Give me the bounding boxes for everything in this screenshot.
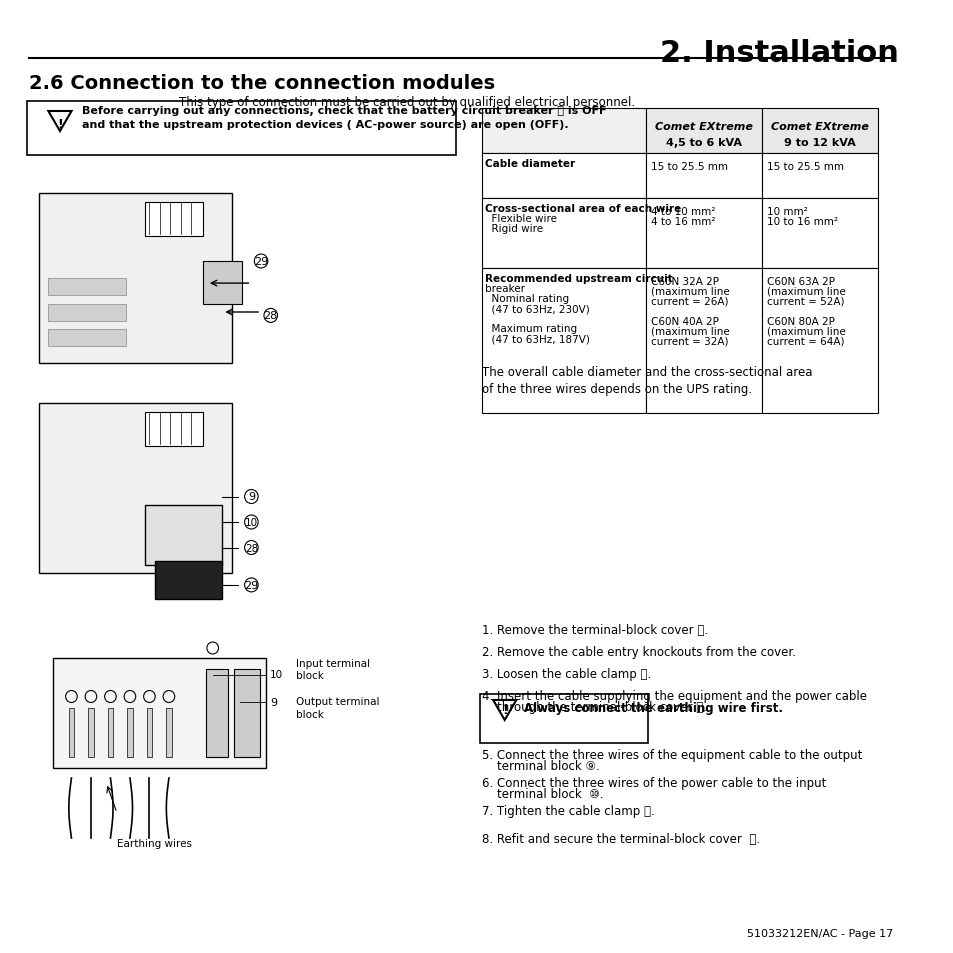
Bar xyxy=(49,330,126,347)
Text: 2. Remove the cable entry knockouts from the cover.: 2. Remove the cable entry knockouts from… xyxy=(481,645,795,659)
Text: Before carrying out any connections, check that the battery circuit breaker ⓳ is: Before carrying out any connections, che… xyxy=(82,106,606,130)
Text: 7. Tighten the cable clamp ⑭.: 7. Tighten the cable clamp ⑭. xyxy=(481,804,654,817)
Bar xyxy=(481,269,645,414)
Text: 4 to 16 mm²: 4 to 16 mm² xyxy=(650,216,715,227)
Bar xyxy=(233,669,259,758)
Text: Earthing wires: Earthing wires xyxy=(117,838,192,848)
Bar xyxy=(481,153,645,199)
Bar xyxy=(39,193,232,364)
Text: 29: 29 xyxy=(253,256,268,267)
Text: 1. Remove the terminal-block cover ⑬.: 1. Remove the terminal-block cover ⑬. xyxy=(481,623,707,637)
Text: 6. Connect the three wires of the power cable to the input: 6. Connect the three wires of the power … xyxy=(481,776,825,789)
Bar xyxy=(645,269,761,414)
Bar xyxy=(645,109,761,153)
Bar xyxy=(645,153,761,199)
Text: 9: 9 xyxy=(270,698,277,707)
Text: 29: 29 xyxy=(244,580,258,590)
Bar xyxy=(481,109,645,153)
Text: 10: 10 xyxy=(270,670,283,679)
Text: 4,5 to 6 kVA: 4,5 to 6 kVA xyxy=(665,137,741,148)
Text: terminal block ⑨.: terminal block ⑨. xyxy=(481,760,598,772)
Text: Rigid wire: Rigid wire xyxy=(485,224,543,233)
Text: !: ! xyxy=(57,117,63,131)
Text: Cable diameter: Cable diameter xyxy=(485,159,575,169)
Text: Nominal rating: Nominal rating xyxy=(485,294,569,304)
Bar xyxy=(761,109,877,153)
Bar xyxy=(147,708,152,758)
Text: C60N 32A 2P: C60N 32A 2P xyxy=(650,276,718,287)
Text: current = 26A): current = 26A) xyxy=(650,296,727,307)
Text: Input terminal
block: Input terminal block xyxy=(296,659,370,680)
Text: 4 to 10 mm²: 4 to 10 mm² xyxy=(650,207,715,216)
Text: 2. Installation: 2. Installation xyxy=(659,39,899,68)
Text: 10 mm²: 10 mm² xyxy=(766,207,806,216)
Text: 10 to 16 mm²: 10 to 16 mm² xyxy=(766,216,837,227)
Text: 9 to 12 kVA: 9 to 12 kVA xyxy=(783,137,855,148)
Text: Comet EXtreme: Comet EXtreme xyxy=(770,122,868,132)
FancyBboxPatch shape xyxy=(479,695,647,743)
Bar xyxy=(39,403,232,574)
Text: current = 32A): current = 32A) xyxy=(650,336,727,347)
Text: 10: 10 xyxy=(245,517,257,527)
Text: 3. Loosen the cable clamp ⑭.: 3. Loosen the cable clamp ⑭. xyxy=(481,667,650,680)
FancyBboxPatch shape xyxy=(27,102,456,156)
Text: This type of connection must be carried out by qualified electrical personnel.: This type of connection must be carried … xyxy=(178,96,635,109)
Text: 2.6 Connection to the connection modules: 2.6 Connection to the connection modules xyxy=(29,74,495,92)
Bar xyxy=(88,708,93,758)
Text: 8. Refit and secure the terminal-block cover  ⑬.: 8. Refit and secure the terminal-block c… xyxy=(481,832,759,845)
Text: C60N 40A 2P: C60N 40A 2P xyxy=(650,316,718,327)
Text: (maximum line: (maximum line xyxy=(650,287,729,296)
Text: 9: 9 xyxy=(248,492,254,502)
Bar xyxy=(53,659,266,768)
Text: 28: 28 xyxy=(245,543,257,553)
Bar xyxy=(481,199,645,269)
Text: (maximum line: (maximum line xyxy=(766,327,844,336)
Bar xyxy=(761,269,877,414)
Text: 4. Insert the cable supplying the equipment and the power cable: 4. Insert the cable supplying the equipm… xyxy=(481,689,865,702)
Text: 15 to 25.5 mm: 15 to 25.5 mm xyxy=(766,162,842,172)
Text: C60N 80A 2P: C60N 80A 2P xyxy=(766,316,834,327)
Bar xyxy=(49,304,126,321)
Text: through the terminal-block cover ⑬.: through the terminal-block cover ⑬. xyxy=(481,700,706,713)
Bar xyxy=(69,708,74,758)
Text: 51033212EN/AC - Page 17: 51033212EN/AC - Page 17 xyxy=(746,928,892,938)
Text: (maximum line: (maximum line xyxy=(766,287,844,296)
Text: Cross-sectional area of each wire: Cross-sectional area of each wire xyxy=(485,204,680,213)
Text: The overall cable diameter and the cross-sectional area
of the three wires depen: The overall cable diameter and the cross… xyxy=(481,366,811,395)
Bar xyxy=(645,199,761,269)
Bar xyxy=(761,153,877,199)
Text: Comet EXtreme: Comet EXtreme xyxy=(655,122,752,132)
Text: breaker: breaker xyxy=(485,284,525,294)
Text: (47 to 63Hz, 187V): (47 to 63Hz, 187V) xyxy=(485,334,590,344)
Text: current = 52A): current = 52A) xyxy=(766,296,843,307)
Text: Flexible wire: Flexible wire xyxy=(485,213,557,224)
Text: terminal block  ⑩.: terminal block ⑩. xyxy=(481,787,602,801)
Bar xyxy=(761,199,877,269)
Text: Maximum rating: Maximum rating xyxy=(485,324,577,334)
Text: 15 to 25.5 mm: 15 to 25.5 mm xyxy=(650,162,727,172)
Bar xyxy=(127,708,132,758)
Bar xyxy=(203,262,241,304)
Text: !: ! xyxy=(501,703,507,717)
Bar xyxy=(145,505,222,565)
Bar xyxy=(108,708,113,758)
Text: C60N 63A 2P: C60N 63A 2P xyxy=(766,276,834,287)
Bar xyxy=(145,412,203,446)
Bar xyxy=(49,278,126,295)
Text: 28: 28 xyxy=(263,311,277,321)
Bar xyxy=(154,561,222,598)
Bar xyxy=(206,669,228,758)
Bar xyxy=(145,202,203,236)
Text: Recommended upstream circuit: Recommended upstream circuit xyxy=(485,274,673,284)
Text: (maximum line: (maximum line xyxy=(650,327,729,336)
Text: Output terminal
block: Output terminal block xyxy=(296,697,379,719)
Bar xyxy=(166,708,172,758)
Text: current = 64A): current = 64A) xyxy=(766,336,843,347)
Text: 5. Connect the three wires of the equipment cable to the output: 5. Connect the three wires of the equipm… xyxy=(481,748,861,761)
Text: Always connect the earthing wire first.: Always connect the earthing wire first. xyxy=(523,701,782,714)
Text: (47 to 63Hz, 230V): (47 to 63Hz, 230V) xyxy=(485,304,590,314)
